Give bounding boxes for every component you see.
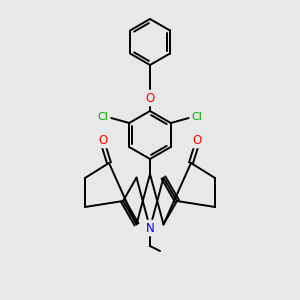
Text: O: O <box>146 92 154 104</box>
Text: O: O <box>192 134 202 146</box>
Text: Cl: Cl <box>191 112 202 122</box>
Text: Cl: Cl <box>98 112 109 122</box>
Text: O: O <box>98 134 108 146</box>
Text: N: N <box>146 221 154 235</box>
